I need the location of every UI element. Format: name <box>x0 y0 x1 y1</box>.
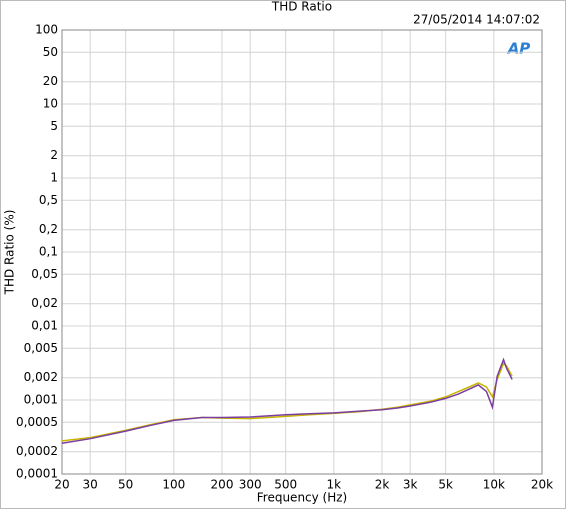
x-tick-label: 3k <box>403 478 418 492</box>
y-tick-label: 0,005 <box>24 341 58 355</box>
x-tick-label: 5k <box>438 478 453 492</box>
y-tick-label: 100 <box>35 23 58 37</box>
timestamp: 27/05/2014 14:07:02 <box>413 13 540 27</box>
y-tick-label: 0,05 <box>31 267 58 281</box>
y-tick-label: 0,002 <box>24 370 58 384</box>
y-tick-label: 5 <box>50 119 58 133</box>
x-axis-label: Frequency (Hz) <box>257 491 348 505</box>
chart-title: THD Ratio <box>271 0 332 14</box>
y-tick-label: 0,0001 <box>16 467 58 481</box>
y-tick-label: 2 <box>50 148 58 162</box>
x-tick-label: 20 <box>54 478 69 492</box>
y-tick-label: 0,0005 <box>16 415 58 429</box>
x-tick-label: 200 <box>211 478 234 492</box>
x-tick-label: 20k <box>531 478 553 492</box>
x-tick-label: 2k <box>375 478 390 492</box>
y-axis-label: THD Ratio (%) <box>3 210 17 296</box>
x-tick-label: 300 <box>239 478 262 492</box>
y-tick-label: 1 <box>50 171 58 185</box>
y-tick-label: 0,001 <box>24 393 58 407</box>
x-tick-label: 50 <box>118 478 133 492</box>
y-tick-label: 0,1 <box>39 245 58 259</box>
x-tick-label: 30 <box>83 478 98 492</box>
y-tick-label: 0,01 <box>31 319 58 333</box>
series-line <box>61 357 513 445</box>
y-tick-label: 0,02 <box>31 296 58 310</box>
y-tick-label: 0,5 <box>39 193 58 207</box>
y-tick-label: 20 <box>43 74 58 88</box>
y-tick-label: 10 <box>43 97 58 111</box>
x-tick-label: 500 <box>274 478 297 492</box>
x-tick-label: 10k <box>483 478 505 492</box>
x-tick-label: 1k <box>327 478 342 492</box>
y-tick-label: 50 <box>43 45 58 59</box>
x-tick-label: 100 <box>162 478 185 492</box>
y-tick-label: 0,2 <box>39 222 58 236</box>
logo: AP <box>507 40 531 58</box>
y-tick-label: 0,0002 <box>16 444 58 458</box>
plot-border <box>61 29 543 475</box>
